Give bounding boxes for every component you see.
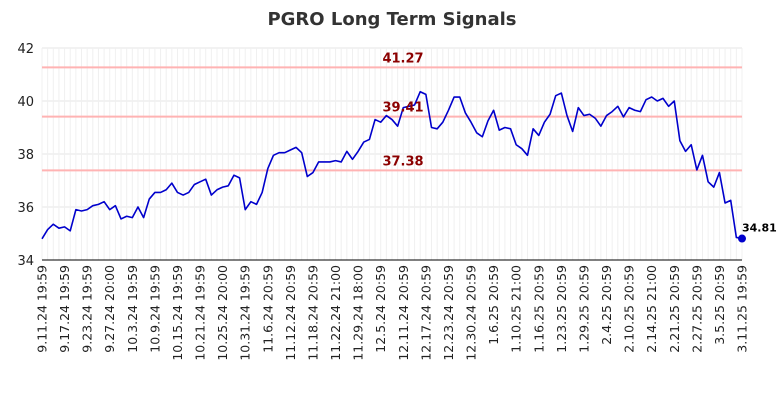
last-point-marker [738,234,746,243]
x-tick-label: 10.15.24 19:59 [170,265,185,361]
y-tick-label: 34 [17,254,34,269]
x-tick-label: 1.16.25 20:59 [531,265,546,353]
x-tick-label: 3.5.25 20:59 [712,265,727,345]
signal-lines [42,66,742,172]
x-tick-label: 9.23.24 19:59 [80,265,95,353]
x-tick-label: 10.9.24 19:59 [147,265,162,353]
x-tick-label: 11.12.24 20:59 [283,265,298,361]
signal-label: 39.41 [382,101,423,116]
x-tick-label: 2.10.25 20:59 [622,265,637,353]
x-tick-label: 12.17.24 20:59 [418,265,433,361]
x-tick-label: 1.10.25 21:00 [509,265,524,353]
chart-title: PGRO Long Term Signals [267,9,516,30]
x-tick-label: 12.23.24 20:59 [441,265,456,361]
grid [41,47,743,261]
x-tick-label: 11.18.24 20:59 [305,265,320,361]
x-tick-label: 12.30.24 20:59 [464,265,479,361]
x-tick-label: 11.22.24 21:00 [328,265,343,361]
last-point-label: 34.81 [742,222,777,235]
labels: 41.27 39.41 37.38 34.81 [382,51,776,234]
x-tick-label: 1.29.25 20:59 [576,265,591,353]
x-tick-label: 10.21.24 19:59 [193,265,208,361]
y-tick-label: 38 [17,148,34,163]
axes: 34 36 38 40 42 9.11.24 19:59 9.17.24 19:59 9.23… [17,42,749,361]
x-tick-label: 10.25.24 20:00 [215,265,230,361]
signal-label: 41.27 [382,51,423,66]
x-tick-label: 2.21.25 20:59 [667,265,682,353]
x-tick-label: 1.23.25 20:59 [554,265,569,353]
x-tick-label: 2.4.25 20:59 [599,265,614,345]
x-tick-label: 9.17.24 19:59 [57,265,72,353]
x-tick-label: 2.27.25 20:59 [689,265,704,353]
x-tick-label: 12.11.24 20:59 [396,265,411,361]
series [41,90,746,243]
x-tick-label: 12.5.24 20:59 [373,265,388,353]
signal-label: 37.38 [382,154,423,169]
x-tick-label: 2.14.25 21:00 [644,265,659,353]
y-tick-label: 40 [17,95,34,110]
x-tick-label: 11.6.24 20:59 [260,265,275,353]
x-tick-label: 3.11.25 19:59 [735,265,750,353]
price-line [41,90,743,240]
x-tick-label: 9.11.24 19:59 [35,265,50,353]
y-tick-label: 42 [17,42,34,57]
x-tick-label: 9.27.24 20:00 [102,265,117,353]
y-tick-label: 36 [17,201,34,216]
x-tick-label: 10.31.24 19:59 [238,265,253,361]
x-tick-label: 11.29.24 18:00 [351,265,366,361]
x-tick-label: 10.3.24 19:59 [125,265,140,353]
x-tick-label: 1.6.25 20:59 [486,265,501,345]
